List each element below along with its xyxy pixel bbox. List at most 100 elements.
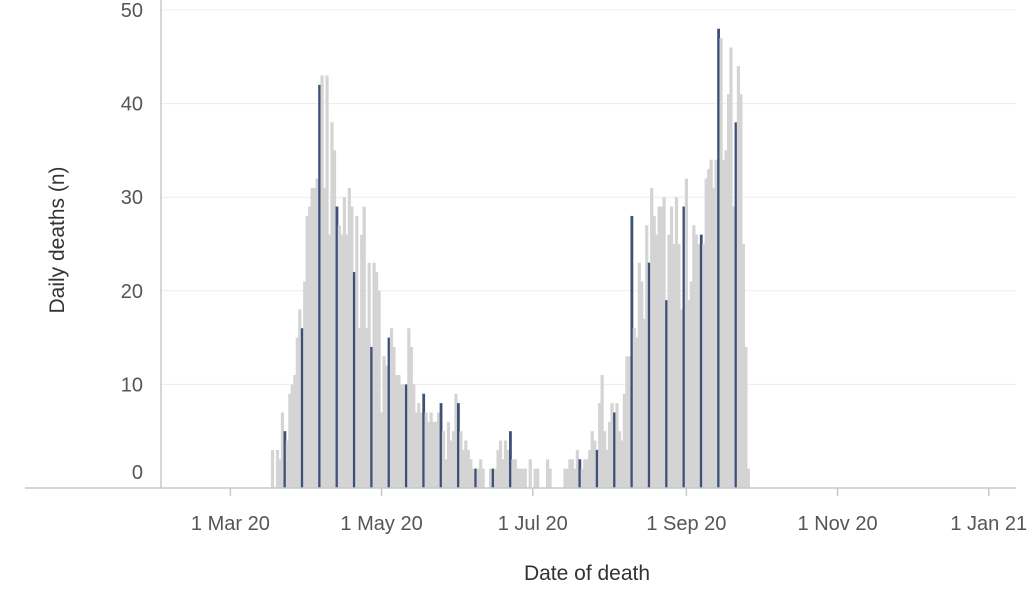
bar-daily [320,75,324,489]
bar-daily [516,468,520,488]
bar-daily [449,440,453,488]
bar-daily [627,356,631,488]
bar-daily [394,375,399,488]
x-tick-label: 1 Jul 20 [498,513,568,535]
bar-daily [298,309,302,488]
bar-daily [481,468,485,488]
bar-daily [469,459,473,488]
bar-daily [355,215,359,489]
bar-daily [414,412,418,488]
x-tick-label: 1 Sep 20 [646,513,726,535]
bar-daily [389,328,394,488]
bar-daily [677,244,681,488]
bar-daily [444,459,448,488]
bar-daily [580,468,584,488]
bar-daily [340,234,344,488]
bar-daily [362,206,366,488]
bar-daily [285,440,289,488]
bar-daily [347,187,351,488]
bar-daily [466,449,470,488]
bar-daily [419,412,423,488]
bar-daily [342,197,346,488]
bar-daily [635,337,639,488]
bar-daily [607,421,612,488]
bar-daily [702,244,706,488]
bar-daily [322,187,327,488]
x-tick-label: 1 Mar 20 [191,513,270,535]
bar-daily [506,449,510,488]
bar-daily [518,468,522,488]
bar-daily [652,215,656,489]
bar-daily [603,431,607,488]
bar-daily [721,159,726,488]
bar-daily [697,244,701,488]
y-tick-labels: 0 10 20 30 40 50 [121,0,143,484]
bar-weekly-highlight [335,206,339,488]
bar-daily [275,449,280,488]
bar-daily [741,244,745,488]
bar-daily [446,421,451,488]
bars [270,28,750,489]
bar-daily [667,234,671,488]
bar-daily [684,178,688,489]
bar-daily [637,262,641,488]
bar-daily [434,421,438,488]
bar-daily [471,468,475,488]
bar-daily [724,150,728,488]
bar-daily [585,459,589,488]
bar-weekly-highlight [630,215,634,489]
bar-daily [563,468,567,488]
bar-daily [731,206,736,488]
x-tick-labels: 1 Mar 20 1 May 20 1 Jul 20 1 Sep 20 1 Nov 20… [191,488,1027,535]
bar-weekly-highlight [422,393,426,488]
bar-daily [503,440,508,488]
bar-daily [365,328,369,488]
bar-daily [662,197,666,488]
y-tick-label: 20 [121,281,143,303]
bar-daily [620,440,624,488]
bar-daily [476,468,480,488]
bar-daily [622,393,627,488]
bar-daily [739,94,743,489]
x-tick-label: 1 Nov 20 [798,513,878,535]
bar-daily [625,356,629,488]
bar-daily [590,431,594,488]
bar-daily [360,234,364,488]
bar-daily [270,449,275,488]
bar-daily [704,178,708,489]
bar-daily [402,384,406,488]
y-tick-label: 0 [132,462,143,484]
y-tick-label: 50 [121,0,143,22]
y-tick-label: 40 [121,94,143,116]
bar-weekly-highlight [613,412,616,488]
bar-daily [600,375,604,488]
bar-daily [610,403,614,488]
bar-daily [657,206,661,488]
bar-daily [593,440,597,488]
bar-daily [325,75,329,489]
x-axis-title: Date of death [524,562,650,585]
bar-weekly-highlight [404,384,408,488]
bar-daily [308,206,312,488]
bar-weekly-highlight [370,346,374,488]
bar-daily [315,178,319,489]
bar-daily [330,122,334,488]
bar-daily [573,468,577,488]
bar-daily [280,412,285,488]
bar-daily [479,459,483,488]
bar-weekly-highlight [439,403,443,488]
bar-daily [441,431,446,488]
bar-daily [409,346,413,488]
bar-daily [660,206,664,488]
bar-daily [672,244,676,488]
bar-daily [367,262,371,488]
bar-daily [313,187,317,488]
bar-daily [605,449,609,488]
bar-daily [736,66,741,488]
bar-daily [642,318,646,488]
bar-daily [565,468,570,488]
bar-daily [377,290,381,488]
bar-daily [379,412,384,488]
bar-daily [384,365,389,488]
